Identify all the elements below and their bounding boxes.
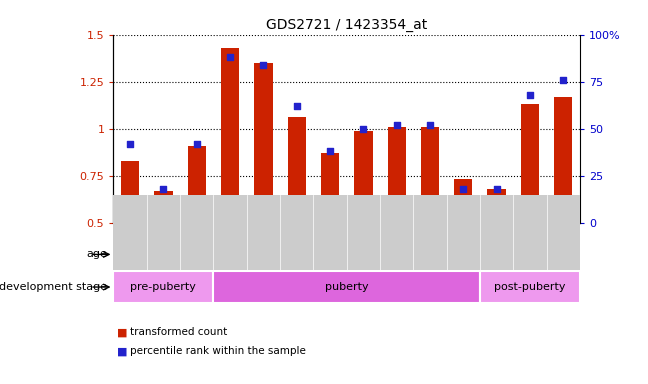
- Text: transformed count: transformed count: [130, 327, 227, 337]
- Bar: [446, 195, 480, 270]
- Bar: [113, 238, 213, 271]
- Bar: [288, 118, 306, 223]
- Text: 6 wk: 6 wk: [417, 249, 443, 260]
- Bar: [113, 271, 213, 303]
- Bar: [480, 271, 580, 303]
- Bar: [213, 271, 480, 303]
- Bar: [213, 195, 247, 270]
- Bar: [380, 238, 480, 271]
- Point: [491, 186, 502, 192]
- Bar: [321, 153, 339, 223]
- Bar: [314, 238, 380, 271]
- Bar: [454, 179, 472, 223]
- Title: GDS2721 / 1423354_at: GDS2721 / 1423354_at: [266, 18, 427, 32]
- Bar: [247, 195, 280, 270]
- Text: puberty: puberty: [325, 282, 369, 292]
- Bar: [180, 195, 213, 270]
- Point: [458, 186, 469, 192]
- Bar: [213, 238, 314, 271]
- Bar: [154, 191, 172, 223]
- Point: [425, 122, 435, 128]
- Bar: [254, 63, 273, 223]
- Text: ■: ■: [117, 346, 127, 356]
- Bar: [421, 127, 439, 223]
- Text: 3 wk: 3 wk: [150, 249, 176, 260]
- Text: post-puberty: post-puberty: [494, 282, 566, 292]
- Bar: [113, 195, 146, 270]
- Point: [125, 141, 135, 147]
- Bar: [314, 195, 347, 270]
- Bar: [187, 146, 206, 223]
- Bar: [413, 195, 446, 270]
- Bar: [521, 104, 539, 223]
- Bar: [221, 48, 239, 223]
- Point: [391, 122, 402, 128]
- Point: [225, 54, 235, 60]
- Bar: [480, 238, 580, 271]
- Text: pre-puberty: pre-puberty: [130, 282, 196, 292]
- Text: 4 wk: 4 wk: [250, 249, 277, 260]
- Point: [292, 103, 302, 109]
- Point: [192, 141, 202, 147]
- Text: percentile rank within the sample: percentile rank within the sample: [130, 346, 305, 356]
- Bar: [121, 161, 139, 223]
- Bar: [388, 127, 406, 223]
- Text: 7 wk: 7 wk: [517, 249, 543, 260]
- Point: [325, 148, 335, 154]
- Text: age: age: [86, 249, 107, 260]
- Point: [558, 77, 568, 83]
- Bar: [547, 195, 580, 270]
- Point: [258, 61, 268, 68]
- Bar: [554, 97, 572, 223]
- Point: [158, 186, 168, 192]
- Bar: [487, 189, 506, 223]
- Bar: [380, 195, 413, 270]
- Bar: [280, 195, 314, 270]
- Bar: [354, 131, 373, 223]
- Point: [358, 126, 369, 132]
- Bar: [513, 195, 547, 270]
- Bar: [146, 195, 180, 270]
- Text: development stage: development stage: [0, 282, 107, 292]
- Point: [525, 92, 535, 98]
- Text: 5 wk: 5 wk: [334, 249, 360, 260]
- Bar: [480, 195, 513, 270]
- Bar: [347, 195, 380, 270]
- Text: ■: ■: [117, 327, 127, 337]
